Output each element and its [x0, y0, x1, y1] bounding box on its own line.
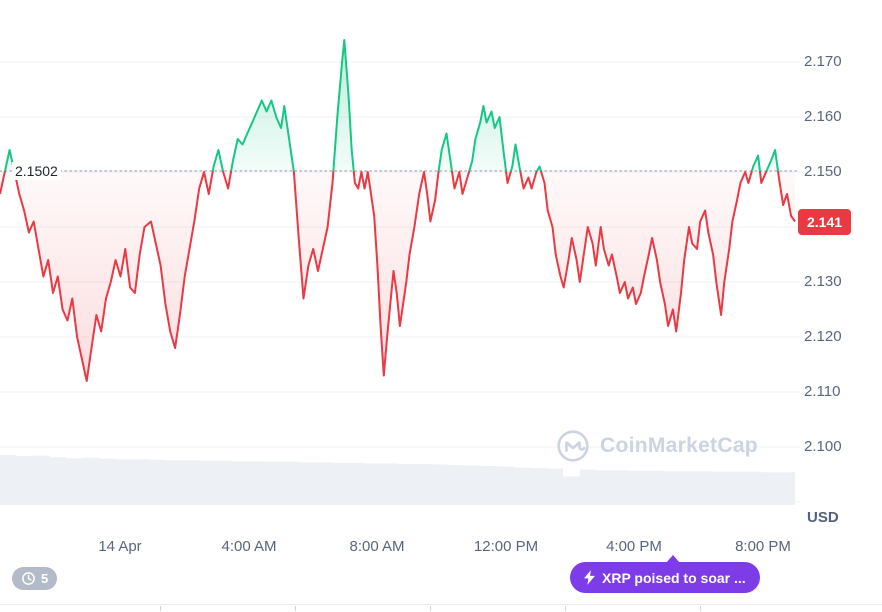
- history-count: 5: [41, 571, 49, 586]
- y-axis-label: 2.120: [804, 328, 842, 345]
- y-axis-label: 2.160: [804, 108, 842, 125]
- range-tick: [700, 606, 701, 611]
- watermark-text: CoinMarketCap: [600, 434, 758, 457]
- lightning-bolt-icon: [584, 570, 595, 585]
- x-axis-label: 12:00 PM: [473, 538, 539, 555]
- range-tick: [565, 606, 566, 611]
- y-axis-label: 2.130: [804, 273, 842, 290]
- price-chart-canvas[interactable]: [0, 0, 800, 560]
- news-label: XRP poised to soar ...: [602, 569, 746, 586]
- currency-unit-label: USD: [807, 509, 839, 526]
- y-axis-label: 2.170: [804, 53, 842, 70]
- price-line-down: [0, 170, 796, 382]
- x-axis-label: 14 Apr: [98, 538, 142, 555]
- coinmarketcap-logo-icon: [557, 430, 589, 462]
- y-axis-label: 2.100: [804, 438, 842, 455]
- current-price-badge: 2.141: [798, 208, 852, 235]
- x-axis-label: 4:00 PM: [606, 538, 662, 555]
- range-tick: [430, 606, 431, 611]
- range-selector-strip: [0, 604, 882, 612]
- coinmarketcap-watermark: CoinMarketCap: [556, 429, 758, 463]
- clock-icon: [22, 572, 35, 585]
- news-pill-pointer: [666, 555, 680, 563]
- y-axis-label: 2.150: [804, 163, 842, 180]
- y-axis-label: 2.110: [804, 383, 841, 400]
- x-axis-label: 4:00 AM: [221, 538, 277, 555]
- range-tick: [160, 606, 161, 611]
- x-axis-label: 8:00 PM: [735, 538, 791, 555]
- volume-area: [0, 455, 795, 505]
- chart-history-button[interactable]: 5: [12, 567, 58, 590]
- baseline-price-label: 2.1502: [12, 161, 61, 180]
- range-tick: [295, 606, 296, 611]
- news-ticker-button[interactable]: XRP poised to soar ...: [570, 555, 760, 593]
- x-axis-label: 8:00 AM: [349, 538, 405, 555]
- area-below-baseline: [0, 170, 795, 381]
